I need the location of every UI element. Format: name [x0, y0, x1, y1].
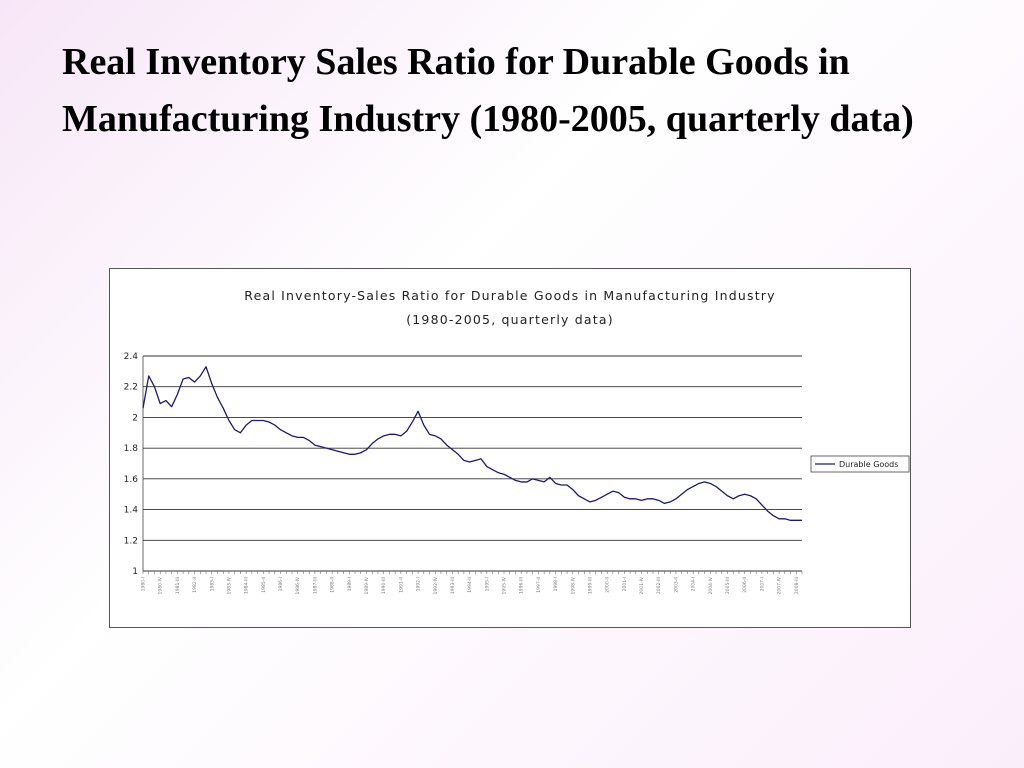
x-tick-label: 2007-IV	[777, 576, 783, 594]
x-tick-label: 1983-IV	[226, 576, 232, 594]
x-tick-label: 1985-II	[261, 577, 267, 593]
x-tick-label: 2001-IV	[639, 576, 645, 594]
x-tick-label: 2002-III	[656, 577, 662, 594]
x-tick-label: 2005-III	[725, 577, 731, 594]
series-line-durable-goods	[142, 366, 802, 521]
y-tick-label: 1	[132, 567, 138, 577]
x-tick-label: 1982-II	[192, 577, 198, 593]
x-tick-label: 2003-II	[673, 577, 679, 593]
x-tick-label: 1986-IV	[295, 576, 301, 594]
x-tick-label: 1987-III	[312, 577, 318, 594]
x-tick-label: 1999-III	[587, 577, 593, 594]
x-tick-label: 1980-IV	[158, 576, 164, 594]
y-tick-label: 2	[132, 413, 138, 423]
y-tick-label: 1.8	[124, 444, 139, 454]
x-tick-label: 1988-II	[330, 577, 336, 593]
x-tick-label: 1994-II	[467, 577, 473, 593]
x-tick-label: 1995-IV	[502, 576, 508, 594]
x-tick-label: 1997-II	[536, 577, 542, 593]
x-tick-label: 1981-III	[175, 577, 181, 594]
x-tick-label: 2006-II	[742, 577, 748, 593]
x-tick-label: 1998-IV	[570, 576, 576, 594]
chart-title: Real Inventory-Sales Ratio for Durable G…	[244, 288, 775, 303]
x-tick-label: 1998-I	[553, 577, 559, 591]
x-tick-label: 1995-I	[484, 577, 490, 591]
x-tick-label: 1980-I	[141, 577, 147, 591]
y-tick-label: 2.2	[124, 383, 138, 393]
x-tick-label: 2004-IV	[708, 576, 714, 594]
legend: Durable Goods	[810, 455, 910, 473]
line-chart: Real Inventory-Sales Ratio for Durable G…	[124, 288, 910, 594]
x-tick-label: 1990-III	[381, 577, 387, 594]
x-tick-label: 2000-II	[605, 577, 611, 593]
x-tick-label: 1992-IV	[433, 576, 439, 594]
x-tick-label: 1983-I	[209, 577, 215, 591]
x-tick-label: 2008-III	[794, 577, 800, 594]
grid: 1 1.2 1.4 1.6 1.8 2 2.2 2.4	[124, 352, 802, 577]
x-tick-label: 1984-III	[244, 577, 250, 594]
chart-frame: Real Inventory-Sales Ratio for Durable G…	[109, 268, 911, 628]
x-tick-label: 2001-I	[622, 577, 628, 591]
x-tick-label: 1986-I	[278, 577, 284, 591]
x-tick-label: 2004-I	[691, 577, 697, 591]
y-tick-label: 2.4	[124, 352, 139, 362]
x-tick-labels: 1980-I 1980-IV 1981-III 1982-II 1983-I 1983-I…	[141, 571, 803, 594]
x-tick-label: 1992-I	[416, 577, 422, 591]
y-tick-label: 1.6	[124, 475, 139, 485]
x-tick-label: 2007-I	[759, 577, 765, 591]
series-layer	[142, 366, 802, 521]
legend-box	[810, 455, 910, 473]
chart-subtitle: (1980-2005, quarterly data)	[406, 312, 614, 327]
x-tick-label: 1989-IV	[364, 576, 370, 594]
y-tick-label: 1.2	[124, 536, 138, 546]
x-tick-label: 1989-I	[347, 577, 353, 591]
y-tick-label: 1.4	[124, 506, 139, 516]
legend-label: Durable Goods	[839, 460, 898, 469]
slide-title: Real Inventory Sales Ratio for Durable G…	[62, 41, 914, 140]
x-tick-label: 1993-III	[450, 577, 456, 594]
x-tick-label: 1991-II	[398, 577, 404, 593]
x-tick-label: 1996-III	[519, 577, 525, 594]
